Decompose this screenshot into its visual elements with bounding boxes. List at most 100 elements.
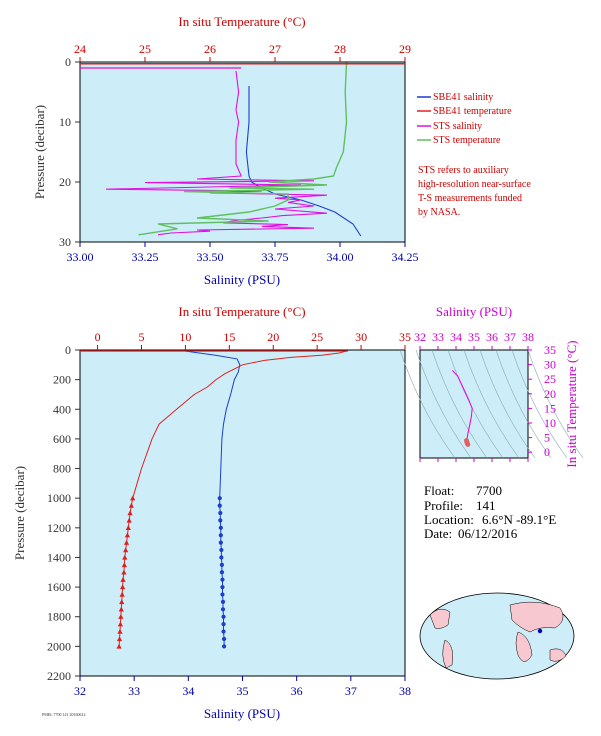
full-profile-temperature-point	[118, 613, 124, 619]
date-label: Date:	[424, 526, 452, 541]
ts-temp-tick-label: 5	[544, 431, 550, 445]
full-profile-salinity-tick-label: 33	[128, 684, 140, 698]
ts-temp-tick-label: 25	[544, 372, 556, 386]
full-profile-temp-tick-label: 0	[95, 330, 101, 344]
float-location-marker	[537, 628, 543, 634]
full-profile-salinity-point	[220, 592, 225, 597]
legend-note-line-1: STS refers to auxiliary	[418, 165, 509, 176]
profile-label: Profile:	[424, 498, 463, 513]
full-profile-salinity-tick-label: 32	[74, 684, 86, 698]
full-profile-salinity-point	[217, 496, 222, 501]
date-value: 06/12/2016	[458, 526, 518, 541]
near-surface-series-sts-temperature	[138, 63, 348, 236]
ts-diagram-chart: Salinity (PSU) In situ Temperature (°C) …	[399, 304, 584, 468]
near-surface-left-axis-title: Pressure (decibar)	[32, 105, 47, 199]
full-profile-bottom-axis-title: Salinity (PSU)	[204, 706, 280, 721]
full-profile-chart: In situ Temperature (°C) Salinity (PSU) …	[12, 304, 411, 721]
full-profile-salinity-point	[219, 570, 225, 575]
full-profile-temperature-point	[130, 495, 136, 501]
full-profile-salinity-point	[221, 636, 227, 642]
ts-salinity-tick-label: 35	[468, 330, 480, 344]
full-profile-left-axis-title: Pressure (decibar)	[12, 466, 27, 560]
world-map-australia	[549, 648, 567, 662]
full-profile-marks: 0 5 10 15 20 25 30 35 32 33 34 35 36 37 38 0 200 400 600 80…	[47, 330, 411, 698]
legend-label-sts-temperature: STS temperature	[433, 135, 501, 146]
full-profile-temperature-point	[120, 584, 126, 590]
ts-density-contour	[527, 349, 584, 459]
near-surface-pressure-tick-label: 10	[59, 115, 71, 129]
full-profile-pressure-tick-label: 1600	[47, 580, 71, 594]
full-profile-salinity-point	[218, 518, 223, 523]
near-surface-pressure-tick-label: 30	[59, 235, 71, 249]
near-surface-salinity-tick-label: 33.25	[132, 250, 159, 264]
full-profile-salinity-tick-label: 34	[182, 684, 194, 698]
full-profile-pressure-tick-label: 0	[65, 343, 71, 357]
full-profile-temperature-point	[119, 591, 125, 597]
full-profile-salinity-tick-label: 35	[237, 684, 249, 698]
full-profile-temperature-point	[116, 643, 122, 649]
ts-salinity-tick-label: 32	[414, 330, 426, 344]
full-profile-pressure-tick-label: 2000	[47, 639, 71, 653]
full-profile-pressure-tick-label: 400	[53, 402, 71, 416]
legend-label-sbe-salinity: SBE41 salinity	[433, 92, 493, 103]
full-profile-temperature-point	[121, 562, 127, 568]
full-profile-salinity-point	[219, 555, 224, 560]
full-profile-pressure-tick-label: 800	[53, 462, 71, 476]
full-profile-temp-tick-label: 20	[267, 330, 279, 344]
full-profile-salinity-point	[221, 629, 226, 634]
full-profile-salinity-tick-label: 38	[399, 684, 411, 698]
full-profile-salinity-point	[218, 510, 223, 516]
full-profile-salinity-point	[220, 599, 226, 605]
full-profile-temperature-point	[116, 636, 123, 642]
full-profile-temp-tick-label: 25	[311, 330, 323, 344]
float-label: Float:	[424, 483, 454, 498]
near-surface-salinity-tick-label: 34.25	[392, 250, 419, 264]
full-profile-temperature-point	[119, 599, 125, 605]
full-profile-salinity-line	[182, 350, 241, 499]
near-surface-temp-tick-label: 25	[139, 42, 151, 56]
ts-density-contour	[511, 349, 568, 459]
legend-note-line-4: by NASA.	[418, 207, 460, 218]
legend-note-line-3: T-S measurements funded	[418, 193, 522, 204]
ts-temp-tick-label: 0	[544, 445, 550, 459]
full-profile-salinity-point	[220, 577, 225, 582]
full-profile-salinity-point	[218, 533, 223, 538]
near-surface-bottom-axis-title: Salinity (PSU)	[204, 272, 280, 287]
near-surface-chart: In situ Temperature (°C) Salinity (PSU) …	[32, 14, 419, 287]
ts-salinity-tick-label: 38	[522, 330, 534, 344]
full-profile-salinity-tick-label: 36	[291, 684, 303, 698]
near-surface-salinity-tick-label: 33.00	[67, 250, 94, 264]
ts-salinity-tick-label: 34	[450, 330, 462, 344]
footer-stamp: PMEL 7700 141 20160612	[42, 712, 86, 717]
full-profile-temperature-point	[120, 576, 126, 582]
ts-deep-point	[464, 441, 470, 446]
near-surface-temp-tick-label: 28	[334, 42, 346, 56]
world-map-inset	[419, 592, 575, 680]
full-profile-temp-tick-label: 30	[355, 330, 367, 344]
full-profile-salinity-point	[219, 562, 225, 567]
ts-density-contour	[415, 349, 472, 459]
full-profile-temperature-point	[122, 554, 128, 560]
ts-profile-line	[451, 370, 473, 441]
ts-temp-tick-label: 35	[544, 343, 556, 357]
full-profile-plot-area	[79, 349, 406, 677]
ts-top-axis-title: Salinity (PSU)	[436, 304, 512, 319]
location-label: Location:	[424, 512, 474, 527]
full-profile-temperature-point	[118, 606, 124, 612]
full-profile-temperature-point	[125, 525, 131, 531]
float-info: Float: 7700 Profile: 141 Location: 6.6°N…	[424, 483, 556, 541]
ts-density-contour	[463, 349, 520, 459]
full-profile-salinity-point	[220, 584, 225, 590]
full-profile-pressure-tick-label: 1400	[47, 550, 71, 564]
ts-salinity-tick-label: 36	[486, 330, 498, 344]
near-surface-salinity-tick-label: 34.00	[327, 250, 354, 264]
float-value: 7700	[476, 483, 502, 498]
full-profile-salinity-point	[219, 547, 224, 553]
full-profile-temperature-point	[121, 569, 127, 575]
full-profile-temp-tick-label: 15	[223, 330, 235, 344]
ts-right-axis-title: In situ Temperature (°C)	[564, 340, 579, 467]
full-profile-pressure-tick-label: 2200	[47, 669, 71, 683]
legend: SBE41 salinity SBE41 temperature STS sal…	[417, 92, 531, 218]
ts-temp-tick-label: 15	[544, 401, 556, 415]
